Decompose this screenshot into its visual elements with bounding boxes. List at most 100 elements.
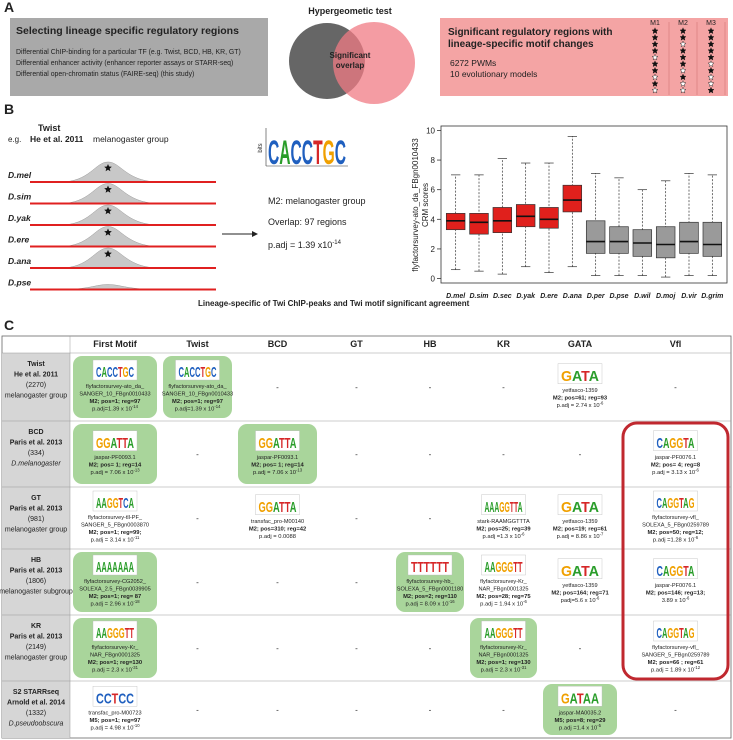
logo-letter: G [561,690,570,707]
logo-letter: A [489,499,494,516]
motif-name: SANGER_5_FBgn0003870 [81,523,149,529]
box [585,220,606,254]
logo-letter: A [662,495,668,512]
empty-cell: - [355,450,358,459]
motif-padj: padj=5.6 x 10-6 [561,595,600,604]
motif-logo: GATA [561,499,599,516]
logo-letter: A [101,495,107,512]
logo-letter: G [676,563,683,580]
logo-box [175,359,220,381]
motif-logo: AAGGGTT [485,625,523,642]
x-tick-label: D.per [587,293,606,300]
empty-cell: - [674,383,677,392]
star [651,33,659,41]
right-line: 10 evolutionary models [450,69,537,79]
box [469,213,489,235]
padj-base: p.adj = 2.3 x 10 [481,668,521,674]
row-label: BCD [28,429,43,436]
logo-letter: T [279,499,285,516]
venn-right [333,22,415,104]
logo-letter: A [518,499,523,516]
model-label: M2 [678,20,688,27]
motif-name: NAR_FBgn0001325 [90,653,140,659]
logo-letter: T [436,559,442,576]
motif-padj: p.adj = 8.86 x 10-7 [557,531,604,540]
logo-letter: C [657,563,664,580]
motif-name: flyfactorsurvey-ato_da_ [86,384,145,390]
logo-letter: C [123,495,129,512]
padj-base: p.adj = 2.96 x 10 [90,602,133,608]
peak [59,204,161,226]
caption: Lineage-specific of Twi ChIP-peaks and T… [198,299,470,308]
model-label: M1 [650,20,660,27]
logo-letter: A [111,435,118,452]
logo-letter: C [189,364,195,381]
empty-cell: - [276,706,279,715]
motif-logo: GATA [561,368,599,385]
logo-letter: A [572,563,582,580]
eg: e.g. [8,135,21,144]
logo-letter: A [129,495,135,512]
logo-letter: A [683,495,689,512]
row-label: KR [31,623,41,630]
logo-letter: G [119,625,125,642]
logo-letter: G [266,499,273,516]
row-label: Twist [27,361,45,368]
star [707,66,715,74]
x-tick-label: D.moj [656,293,677,300]
tf-group: melanogaster group [93,134,169,144]
motif-name: jaspar-PF0076.1 [654,583,696,589]
logo-letter: A [663,563,670,580]
logo-letter: A [688,435,695,452]
logo-box [557,686,603,707]
empty-cell: - [276,383,279,392]
motif-name: flyfactorsurvey-hb_ [406,579,454,585]
peak-star [104,250,112,258]
row-label: (1806) [26,578,46,585]
row-label: Arnold et al. 2014 [7,700,65,707]
logo-letter: C [112,364,118,381]
empty-cell: - [355,706,358,715]
row-label: melanogaster group [5,393,67,400]
motif-padj: p.adj = 3.14 x 10-11 [91,535,140,544]
row-label: melanogaster group [5,527,67,534]
logo-letter: G [103,435,110,452]
y-tick-label: 6 [431,186,436,195]
motif-stats: M2; pos=1; reg=130 [88,660,142,666]
logo-letter: A [583,690,591,707]
logo-letter: A [279,134,290,172]
motif-logo: CAGGTAG [657,625,695,642]
logo-letter: G [689,495,695,512]
x-tick-label: D.pse [609,293,628,300]
y-axis-label: CRM scores [421,183,430,227]
motif-name: SANGER_5_FBgn0259789 [641,653,709,659]
logo-letter: G [495,625,501,642]
column-header: HB [424,339,437,349]
row-label: D.melanogaster [11,461,61,468]
motif-stats: M2; pos=164; reg=71 [551,590,609,596]
panel-label: B [4,101,14,117]
star [707,53,715,61]
empty-cell: - [502,450,505,459]
padj-base: p.adj = 4.98 x 10 [90,725,133,731]
column-header: GATA [568,339,593,349]
right-title: Significant regulatory regions with [448,27,612,38]
logo-letter: C [291,134,302,172]
star [651,80,659,87]
left-box [10,18,268,96]
row-label: Paris et al. 2013 [10,568,63,575]
logo-letter: T [117,435,123,452]
logo-letter: A [290,435,297,452]
motif-stats: M2; pos=1; reg=130 [476,660,530,666]
motif-logo: CAGGTA [657,435,695,452]
motif-logo: GGATTA [259,435,297,452]
motif-name: flyfactorsurvey-ato_da_ [168,384,227,390]
logo-box [557,494,603,515]
highlight-outline [621,421,730,681]
logo-letter: A [273,435,280,452]
column-header: KR [497,339,510,349]
padj-exp: -6 [596,595,600,600]
logo-letter: A [101,625,107,642]
logo-letter: T [112,690,119,707]
motif-name: NAR_FBgn0001325 [478,653,528,659]
